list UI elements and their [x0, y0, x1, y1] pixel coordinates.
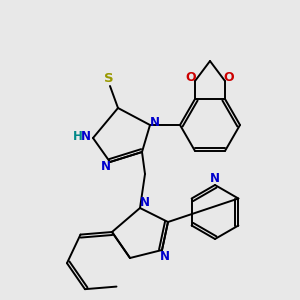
Text: N: N [140, 196, 150, 208]
Text: N: N [81, 130, 91, 143]
Text: O: O [224, 70, 234, 83]
Text: O: O [186, 70, 196, 83]
Text: S: S [104, 71, 114, 85]
Text: H: H [73, 130, 83, 143]
Text: N: N [150, 116, 160, 128]
Text: N: N [101, 160, 111, 172]
Text: N: N [160, 250, 170, 263]
Text: N: N [210, 172, 220, 184]
